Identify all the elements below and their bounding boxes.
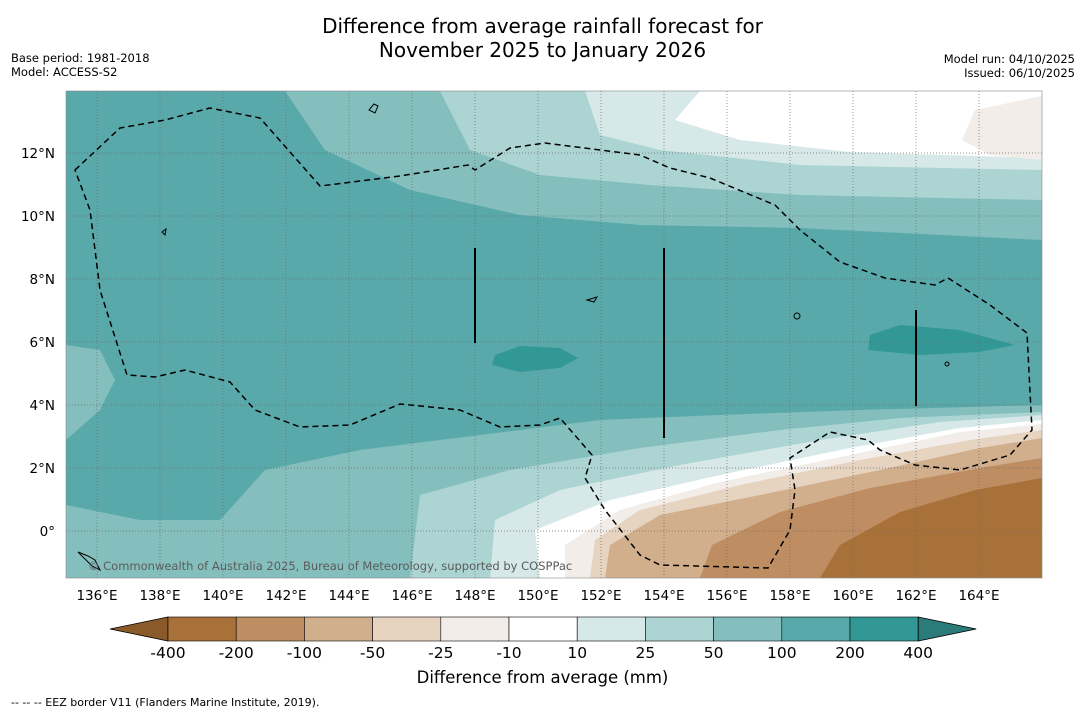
- colorbar-segment: [781, 616, 851, 642]
- lat-label: 4°N: [30, 398, 55, 414]
- lon-label: 154°E: [643, 588, 684, 604]
- lat-labels: 12°N 10°N 8°N 6°N 4°N 2°N 0°: [21, 146, 55, 540]
- model-name: Model: ACCESS-S2: [11, 65, 118, 79]
- eez-borders: [74, 107, 1033, 569]
- lon-label: 162°E: [895, 588, 936, 604]
- colorbar-tick-label: -10: [496, 644, 521, 662]
- islands: [77, 103, 950, 572]
- map-frame: [65, 90, 1043, 579]
- colorbar-tick-label: -100: [287, 644, 322, 662]
- colorbar-tick-label: 50: [704, 644, 724, 662]
- lon-label: 142°E: [265, 588, 306, 604]
- colorbar-tick-label: 100: [767, 644, 797, 662]
- colorbar-tick-label: -200: [219, 644, 254, 662]
- colorbar: -400 -200 -100 -50 -25 -10 10 25 50 100 200 400: [109, 616, 977, 662]
- patch-north-dry: [962, 96, 1042, 160]
- island-palau: [161, 227, 167, 237]
- band-south-minus200: [820, 478, 1042, 578]
- colorbar-tick-label: -50: [360, 644, 385, 662]
- lat-label: 10°N: [21, 209, 55, 225]
- colorbar-segment: [508, 616, 578, 642]
- lon-label: 146°E: [391, 588, 432, 604]
- colorbar-tick-label: 25: [636, 644, 656, 662]
- eez-border-west: [74, 107, 1033, 569]
- map-field: [66, 91, 1042, 578]
- lat-label: 6°N: [30, 335, 55, 351]
- colorbar-segment: [713, 616, 783, 642]
- colorbar-segment: [235, 616, 305, 642]
- lon-label: 148°E: [454, 588, 495, 604]
- colorbar-extend-high: [917, 616, 977, 642]
- title-line-1: Difference from average rainfall forecas…: [322, 14, 763, 38]
- colorbar-tick-label: -25: [428, 644, 453, 662]
- patch-wet-central: [492, 346, 578, 372]
- meta-right: Model run: 04/10/2025 Issued: 06/10/2025: [944, 52, 1075, 80]
- lat-label: 0°: [40, 524, 55, 540]
- island-png-coast: [77, 551, 102, 572]
- map-title: Difference from average rainfall forecas…: [0, 14, 1085, 62]
- patch-wet-east: [868, 325, 1015, 355]
- title-line-2: November 2025 to January 2026: [378, 38, 707, 62]
- eez-footnote: -- -- -- EEZ border V11 (Flanders Marine…: [11, 696, 320, 709]
- colorbar-title: Difference from average (mm): [416, 668, 669, 687]
- lon-label: 144°E: [328, 588, 369, 604]
- island-kosrae: [944, 361, 950, 367]
- island-chuuk: [585, 296, 599, 303]
- copyright-text: © Commonwealth of Australia 2025, Bureau…: [88, 559, 572, 573]
- issued-date: Issued: 06/10/2025: [964, 66, 1075, 80]
- solid-segments: [474, 248, 917, 438]
- colorbar-segment: [440, 616, 510, 642]
- lon-label: 160°E: [832, 588, 873, 604]
- lon-label: 152°E: [580, 588, 621, 604]
- colorbar-segment: [372, 616, 442, 642]
- base-period: Base period: 1981-2018: [11, 51, 150, 65]
- lon-label: 150°E: [517, 588, 558, 604]
- colorbar-extend-low: [109, 616, 169, 642]
- lon-label: 136°E: [76, 588, 117, 604]
- colorbar-segment: [849, 616, 919, 642]
- lon-label: 156°E: [706, 588, 747, 604]
- meta-left: Base period: 1981-2018 Model: ACCESS-S2: [11, 51, 150, 79]
- lon-label: 138°E: [139, 588, 180, 604]
- lat-label: 2°N: [30, 461, 55, 477]
- model-run: Model run: 04/10/2025: [943, 52, 1075, 66]
- colorbar-tick-label: 400: [903, 644, 933, 662]
- colorbar-tick-label: 200: [835, 644, 865, 662]
- island-guam: [368, 103, 379, 114]
- island-pohnpei: [793, 312, 801, 320]
- colorbar-tick-label: -400: [150, 644, 185, 662]
- colorbar-segment: [576, 616, 646, 642]
- colorbar-segment: [645, 616, 714, 642]
- lat-label: 12°N: [21, 146, 55, 162]
- lon-label: 158°E: [769, 588, 810, 604]
- lon-label: 164°E: [958, 588, 999, 604]
- colorbar-segment: [167, 616, 237, 642]
- lon-label: 140°E: [202, 588, 243, 604]
- colorbar-segment: [304, 616, 373, 642]
- lat-label: 8°N: [30, 272, 55, 288]
- patch-west-50: [66, 345, 115, 440]
- colorbar-tick-label: 10: [567, 644, 587, 662]
- lon-labels: 136°E 138°E 140°E 142°E 144°E 146°E 148°E 150°E…: [76, 588, 999, 604]
- band-north-white: [675, 91, 1042, 158]
